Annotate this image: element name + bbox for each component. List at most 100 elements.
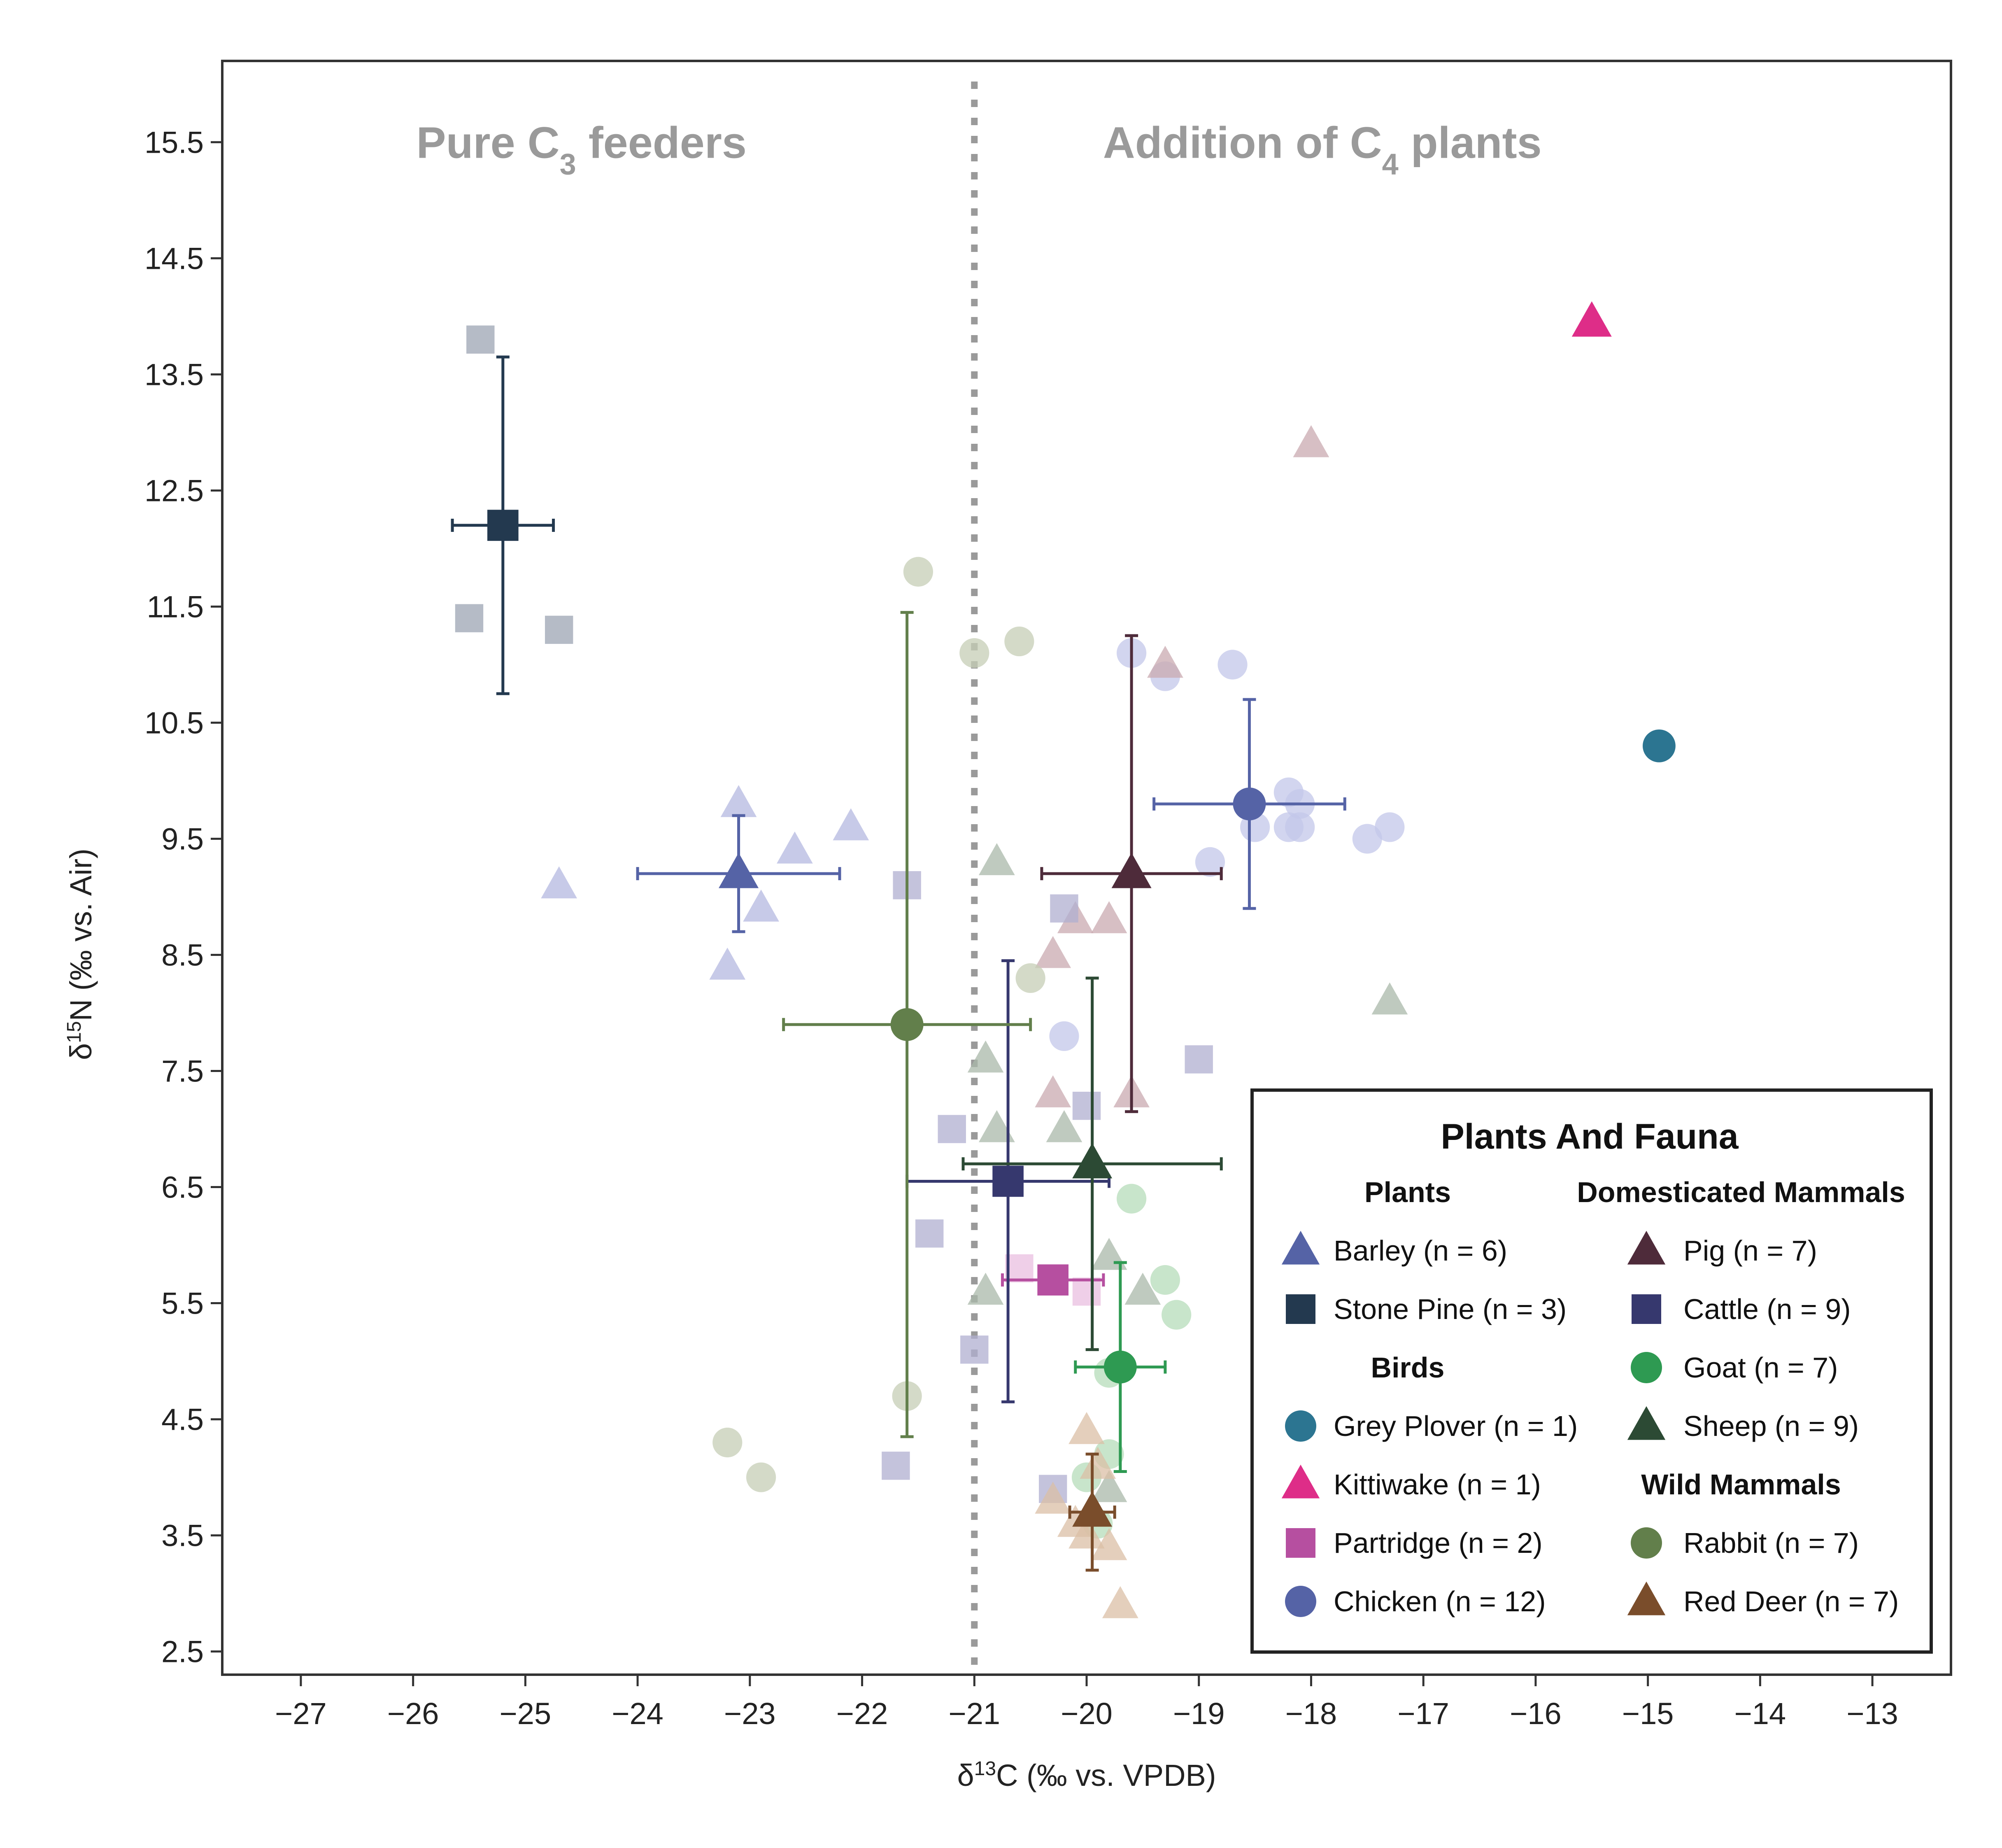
- legend-cattle-label: Cattle (n = 9): [1683, 1293, 1851, 1325]
- legend-kittiwake-swatch: [1281, 1464, 1320, 1498]
- partridge-sample-point: [1072, 1277, 1101, 1306]
- legend-chicken-swatch: [1285, 1586, 1316, 1617]
- pig-sample-point: [1147, 646, 1183, 678]
- rabbit-sample-point: [959, 638, 989, 668]
- rabbit-sample-point: [746, 1462, 776, 1492]
- legend-stone_pine-label: Stone Pine (n = 3): [1334, 1293, 1567, 1325]
- x-tick-label: −19: [1173, 1697, 1225, 1731]
- cattle-sample-point: [1072, 1091, 1101, 1120]
- x-tick-label: −20: [1061, 1697, 1113, 1731]
- legend-grey_plover-label: Grey Plover (n = 1): [1334, 1410, 1578, 1442]
- sheep-sample-point: [1371, 982, 1408, 1015]
- pig-sample-point: [1293, 425, 1329, 457]
- rabbit-mean-marker: [890, 1008, 924, 1041]
- legend-partridge-label: Partridge (n = 2): [1334, 1527, 1543, 1559]
- y-tick-label: 13.5: [144, 357, 204, 392]
- y-axis-title-superscript: 15: [63, 1021, 85, 1043]
- y-tick-label: 14.5: [144, 241, 204, 275]
- y-tick-label: 7.5: [161, 1054, 204, 1088]
- legend-sheep-label: Sheep (n = 9): [1683, 1410, 1859, 1442]
- sheep-sample-point: [967, 1040, 1004, 1073]
- barley-sample-point: [541, 866, 577, 899]
- barley-sample-point: [833, 808, 869, 841]
- x-tick-label: −25: [500, 1697, 552, 1731]
- chicken-sample-point: [1217, 650, 1248, 680]
- legend-grey_plover-swatch: [1285, 1410, 1316, 1442]
- rabbit-sample-point: [712, 1427, 743, 1458]
- red_deer-sample-point: [1069, 1412, 1105, 1444]
- red_deer-sample-point: [1102, 1586, 1138, 1618]
- x-axis-title: δ13C (‰ vs. VPDB): [957, 1758, 1216, 1793]
- pig-sample-point: [1035, 1075, 1071, 1107]
- x-axis-title-prefix: δ: [957, 1758, 974, 1792]
- goat-sample-point: [1150, 1265, 1180, 1295]
- x-tick-label: −13: [1846, 1697, 1898, 1731]
- red_deer-sample-point: [1091, 1528, 1127, 1560]
- region-label-subscript: 3: [560, 148, 576, 181]
- x-tick-label: −18: [1285, 1697, 1337, 1731]
- goat-mean-marker: [1103, 1350, 1137, 1384]
- y-axis-title-prefix: δ: [64, 1043, 98, 1060]
- region-label-text: Addition of C: [1103, 117, 1382, 167]
- stone_pine-sample-point: [455, 604, 484, 632]
- stone_pine-mean-marker: [487, 510, 519, 541]
- legend-rabbit-label: Rabbit (n = 7): [1683, 1527, 1859, 1559]
- legend-red_deer-swatch: [1627, 1581, 1666, 1615]
- red_deer-mean-marker: [1072, 1491, 1113, 1527]
- legend-pig-swatch: [1627, 1230, 1666, 1265]
- sheep-sample-point: [1124, 1272, 1161, 1305]
- y-tick-label: 4.5: [161, 1403, 204, 1437]
- x-tick-label: −21: [949, 1697, 1001, 1731]
- barley-sample-point: [743, 889, 779, 922]
- x-tick-label: −23: [724, 1697, 776, 1731]
- legend-goat-swatch: [1631, 1352, 1662, 1383]
- mean-points: [487, 301, 1676, 1527]
- y-tick-label: 2.5: [161, 1635, 204, 1669]
- stone_pine-sample-point: [466, 325, 495, 354]
- partridge-sample-point: [1005, 1254, 1034, 1283]
- goat-sample-point: [1116, 1184, 1147, 1214]
- chicken-sample-point: [1285, 812, 1315, 842]
- red_deer-sample-point: [1080, 1447, 1116, 1479]
- y-axis-ticks: 2.5 3.5 4.5 5.5 6.5 7.5 8.5 9.5 10.5 11.5 12.5 13.5…: [144, 125, 222, 1669]
- legend-sheep-swatch: [1627, 1406, 1666, 1440]
- barley-mean-marker: [719, 853, 759, 888]
- grey_plover-mean-marker: [1643, 729, 1676, 762]
- sheep-sample-point: [978, 843, 1015, 875]
- kittiwake-mean-marker: [1571, 301, 1612, 337]
- region-label-suffix: feeders: [576, 117, 747, 167]
- barley-sample-point: [777, 831, 813, 864]
- legend-chicken-label: Chicken (n = 12): [1334, 1585, 1546, 1617]
- barley-sample-point: [709, 947, 746, 980]
- pig-sample-point: [1091, 901, 1127, 933]
- y-tick-label: 11.5: [147, 590, 204, 624]
- cattle-mean-marker: [992, 1165, 1024, 1197]
- legend-group-heading: Wild Mammals: [1641, 1468, 1841, 1501]
- legend-partridge-swatch: [1286, 1528, 1315, 1558]
- rabbit-sample-point: [903, 557, 933, 587]
- x-tick-label: −17: [1397, 1697, 1449, 1731]
- pig-mean-marker: [1111, 853, 1152, 888]
- sheep-sample-point: [1091, 1470, 1127, 1502]
- legend-goat-label: Goat (n = 7): [1683, 1352, 1838, 1384]
- legend-barley-label: Barley (n = 6): [1334, 1235, 1507, 1267]
- y-tick-label: 5.5: [161, 1286, 204, 1321]
- sheep-sample-point: [978, 1110, 1015, 1142]
- legend-group-heading: Domesticated Mammals: [1577, 1176, 1905, 1208]
- legend-box: [1250, 1088, 1933, 1654]
- y-tick-label: 10.5: [144, 706, 204, 740]
- x-tick-label: −15: [1622, 1697, 1674, 1731]
- legend-group-heading: Birds: [1371, 1352, 1445, 1384]
- rabbit-sample-point: [1004, 626, 1034, 657]
- cattle-sample-point: [882, 1452, 910, 1480]
- cattle-sample-point: [915, 1219, 944, 1248]
- y-tick-label: 9.5: [161, 822, 204, 856]
- cattle-sample-point: [960, 1335, 989, 1364]
- region-label-c3: Pure C3 feeders: [417, 117, 747, 181]
- sheep-sample-point: [967, 1272, 1004, 1305]
- y-tick-label: 8.5: [161, 938, 204, 972]
- red_deer-sample-point: [1035, 1482, 1071, 1514]
- chicken-mean-marker: [1233, 787, 1266, 820]
- x-tick-label: −24: [612, 1697, 663, 1731]
